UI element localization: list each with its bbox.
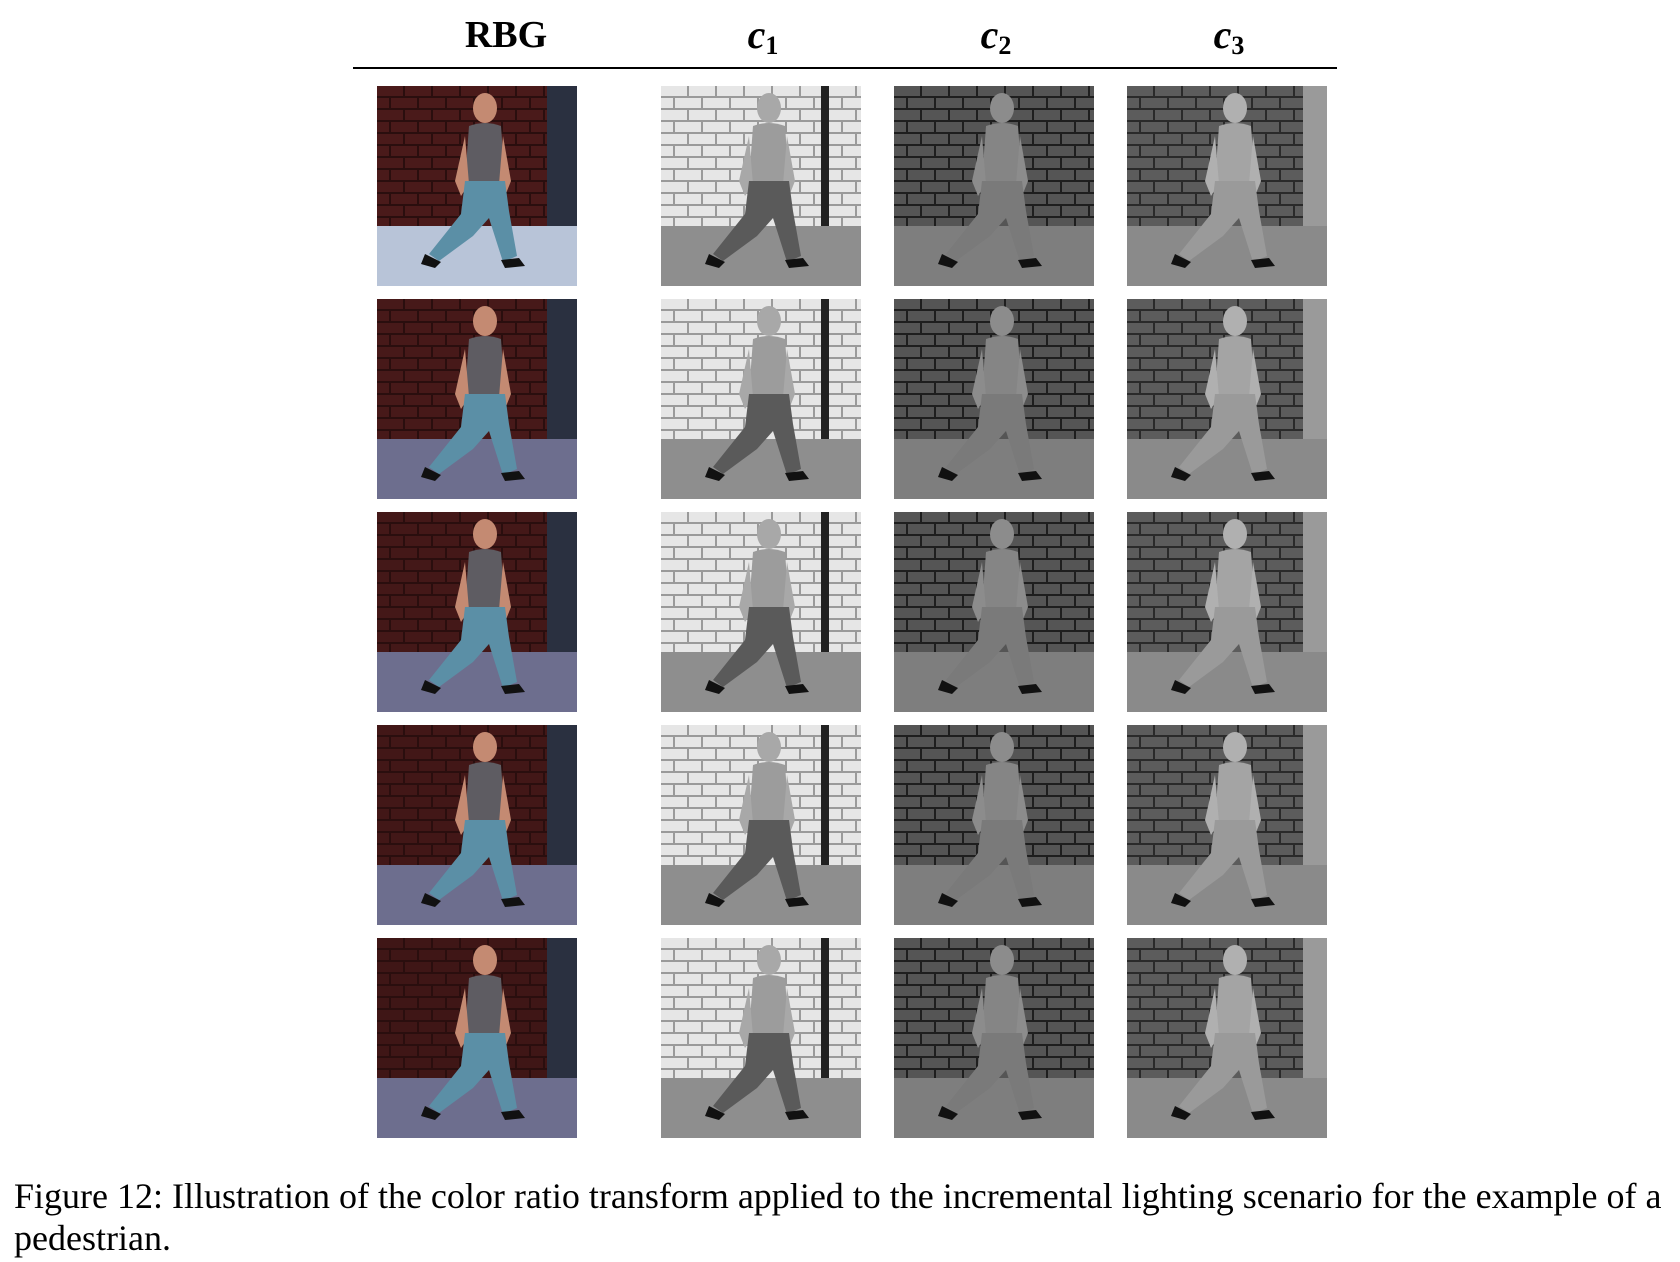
image-c1-row-2 [661,299,861,499]
header-rule [353,67,1337,69]
image-rgb-row-1 [377,86,577,286]
column-header-c1: c1 [747,12,779,60]
image-grid [0,86,1680,1138]
image-rgb-row-4 [377,725,577,925]
image-rgb-row-3 [377,512,577,712]
image-rgb-row-2 [377,299,577,499]
column-header-c2: c2 [980,12,1012,60]
image-c3-row-3 [1127,512,1327,712]
column-header-c3: c3 [1213,12,1245,60]
image-c2-row-4 [894,725,1094,925]
image-c3-row-4 [1127,725,1327,925]
image-c2-row-1 [894,86,1094,286]
image-c3-row-2 [1127,299,1327,499]
image-c1-row-5 [661,938,861,1138]
image-c3-row-5 [1127,938,1327,1138]
image-c1-row-3 [661,512,861,712]
image-c2-row-5 [894,938,1094,1138]
figure-caption: Figure 12: Illustration of the color rat… [14,1176,1662,1258]
image-c3-row-1 [1127,86,1327,286]
image-c2-row-2 [894,299,1094,499]
column-header-rbg: RBG [464,14,548,56]
image-rgb-row-5 [377,938,577,1138]
column-headers: RBG c1 c2 c3 [0,8,1680,69]
image-c1-row-1 [661,86,861,286]
image-c1-row-4 [661,725,861,925]
image-c2-row-3 [894,512,1094,712]
